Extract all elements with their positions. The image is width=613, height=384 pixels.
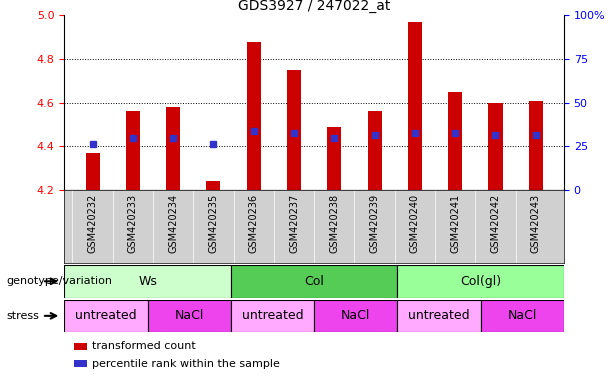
Text: NaCl: NaCl xyxy=(508,310,537,322)
Bar xyxy=(86,153,100,190)
Text: GSM420242: GSM420242 xyxy=(490,194,500,253)
Bar xyxy=(408,22,422,190)
Text: GSM420236: GSM420236 xyxy=(249,194,259,253)
Bar xyxy=(148,300,231,332)
Bar xyxy=(528,101,543,190)
Title: GDS3927 / 247022_at: GDS3927 / 247022_at xyxy=(238,0,390,13)
Bar xyxy=(126,111,140,190)
Text: untreated: untreated xyxy=(408,310,470,322)
Text: genotype/variation: genotype/variation xyxy=(6,276,112,286)
Text: Col(gl): Col(gl) xyxy=(460,275,501,288)
Bar xyxy=(397,300,481,332)
Text: percentile rank within the sample: percentile rank within the sample xyxy=(92,359,280,369)
Bar xyxy=(368,111,382,190)
Bar xyxy=(64,265,231,298)
Text: untreated: untreated xyxy=(242,310,303,322)
Bar xyxy=(287,70,301,190)
Bar xyxy=(397,265,564,298)
Bar xyxy=(166,107,180,190)
Text: GSM420234: GSM420234 xyxy=(168,194,178,253)
Bar xyxy=(207,181,221,190)
Text: GSM420239: GSM420239 xyxy=(370,194,379,253)
Bar xyxy=(314,300,397,332)
Text: GSM420235: GSM420235 xyxy=(208,194,218,253)
Text: Ws: Ws xyxy=(138,275,157,288)
Bar xyxy=(327,127,341,190)
Bar xyxy=(64,300,148,332)
Text: GSM420243: GSM420243 xyxy=(531,194,541,253)
Bar xyxy=(246,41,261,190)
Bar xyxy=(74,360,87,367)
Bar xyxy=(489,103,503,190)
Text: NaCl: NaCl xyxy=(175,310,204,322)
Text: GSM420240: GSM420240 xyxy=(410,194,420,253)
Bar xyxy=(481,300,564,332)
Text: GSM420233: GSM420233 xyxy=(128,194,138,253)
Bar xyxy=(231,265,397,298)
Bar xyxy=(74,343,87,350)
Text: GSM420232: GSM420232 xyxy=(88,194,97,253)
Bar xyxy=(448,92,462,190)
Text: stress: stress xyxy=(6,311,39,321)
Text: GSM420238: GSM420238 xyxy=(329,194,340,253)
Text: Col: Col xyxy=(304,275,324,288)
Text: GSM420241: GSM420241 xyxy=(450,194,460,253)
Text: untreated: untreated xyxy=(75,310,137,322)
Text: transformed count: transformed count xyxy=(92,341,196,351)
Bar xyxy=(231,300,314,332)
Text: GSM420237: GSM420237 xyxy=(289,194,299,253)
Text: NaCl: NaCl xyxy=(341,310,370,322)
